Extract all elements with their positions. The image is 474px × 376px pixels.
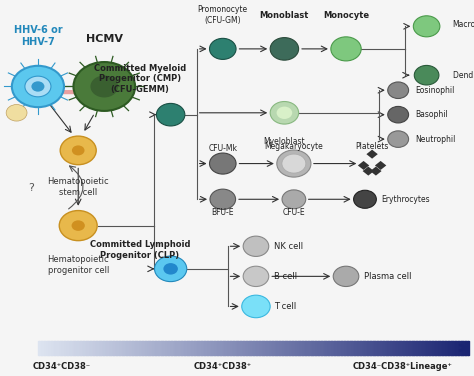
Text: CD34⁺CD38⁻: CD34⁺CD38⁻ (33, 362, 91, 371)
Circle shape (210, 38, 236, 59)
Text: NK cell: NK cell (274, 242, 303, 251)
Text: Dendritic cell: Dendritic cell (453, 71, 474, 80)
Circle shape (210, 153, 236, 174)
Circle shape (413, 16, 440, 37)
Circle shape (243, 266, 269, 287)
Circle shape (6, 105, 27, 121)
Circle shape (72, 220, 85, 231)
Circle shape (270, 102, 299, 124)
Circle shape (388, 82, 409, 99)
Text: Basophil: Basophil (415, 110, 447, 119)
Text: HCMV: HCMV (86, 35, 123, 44)
Circle shape (277, 150, 311, 177)
Circle shape (388, 131, 409, 147)
Circle shape (12, 66, 64, 107)
Circle shape (156, 103, 185, 126)
Text: BFU-E: BFU-E (211, 208, 234, 217)
Text: Platelets: Platelets (356, 142, 389, 151)
Text: Committed Lymphoid
Progenitor (CLP): Committed Lymphoid Progenitor (CLP) (90, 240, 190, 260)
Text: ?: ? (28, 183, 34, 193)
Text: Monocyte: Monocyte (323, 11, 369, 20)
Circle shape (72, 146, 84, 155)
Circle shape (91, 76, 118, 97)
Text: Monoblast: Monoblast (260, 11, 309, 20)
Circle shape (270, 38, 299, 60)
Circle shape (25, 76, 51, 97)
Text: Hematopoietic
progenitor cell: Hematopoietic progenitor cell (47, 255, 109, 275)
Text: Erythrocytes: Erythrocytes (382, 195, 430, 204)
Circle shape (414, 65, 439, 85)
Text: CFU-E: CFU-E (283, 208, 305, 217)
Text: HHV-6 or
HHV-7: HHV-6 or HHV-7 (14, 25, 62, 47)
Circle shape (282, 190, 306, 209)
Circle shape (242, 295, 270, 318)
Circle shape (73, 62, 135, 111)
Circle shape (333, 266, 359, 287)
Circle shape (331, 37, 361, 61)
Text: Promonocyte
(CFU-GM): Promonocyte (CFU-GM) (198, 5, 248, 25)
Text: CD34⁻CD38⁺Lineage⁺: CD34⁻CD38⁺Lineage⁺ (353, 362, 453, 371)
Text: Macrophage: Macrophage (453, 20, 474, 29)
Text: B cell: B cell (274, 272, 297, 281)
Text: Neutrophil: Neutrophil (415, 135, 455, 144)
Circle shape (31, 81, 45, 92)
Circle shape (164, 263, 178, 274)
Circle shape (60, 136, 96, 165)
Text: Hematopoietic
stem cell: Hematopoietic stem cell (47, 177, 109, 197)
Text: Myeloblast: Myeloblast (264, 136, 305, 146)
Text: Committed Myeloid
Progenitor (CMP)
(CFU-GEMM): Committed Myeloid Progenitor (CMP) (CFU-… (94, 64, 186, 94)
Circle shape (155, 256, 187, 282)
Text: Megakaryocyte: Megakaryocyte (264, 142, 323, 151)
Text: Eosinophil: Eosinophil (415, 86, 454, 95)
Circle shape (210, 189, 236, 209)
Circle shape (59, 211, 97, 241)
Circle shape (388, 106, 409, 123)
Circle shape (276, 107, 292, 119)
Circle shape (243, 236, 269, 256)
Circle shape (282, 154, 306, 173)
Text: Plasma cell: Plasma cell (364, 272, 411, 281)
Text: T cell: T cell (274, 302, 296, 311)
Circle shape (354, 190, 376, 208)
Text: CFU-Mk: CFU-Mk (208, 144, 237, 153)
Text: CD34⁺CD38⁺: CD34⁺CD38⁺ (194, 362, 252, 371)
